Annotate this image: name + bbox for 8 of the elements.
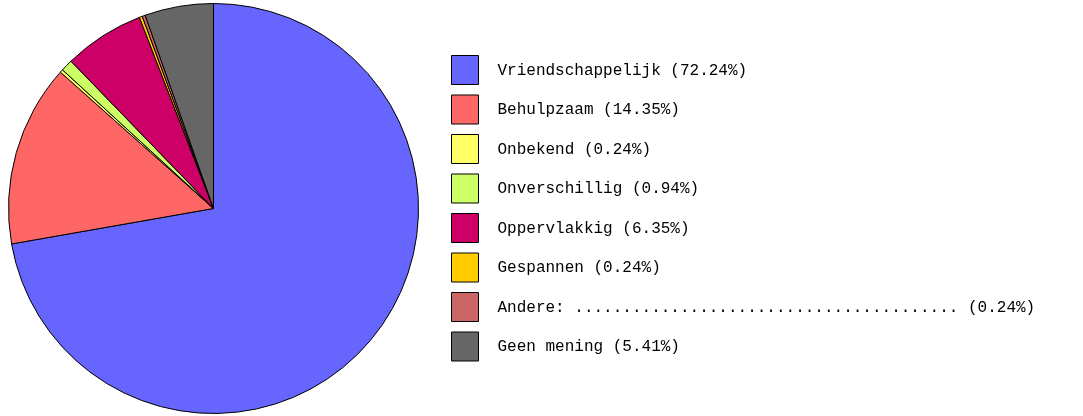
legend-label: Oppervlakkig (6.35%) <box>497 219 690 238</box>
legend-label: Andere: ........................................ (0.24%) <box>497 298 1036 317</box>
legend-label: Gespannen (0.24%) <box>497 259 661 277</box>
legend-label: Geen mening (5.41%) <box>497 338 680 356</box>
legend-label: Behulpzaam (14.35%) <box>497 101 680 119</box>
legend-label: Vriendschappelijk (72.24%) <box>497 61 748 80</box>
legend-label: Onbekend (0.24%) <box>497 140 652 159</box>
legend-label: Onverschillig (0.94%) <box>497 180 700 198</box>
